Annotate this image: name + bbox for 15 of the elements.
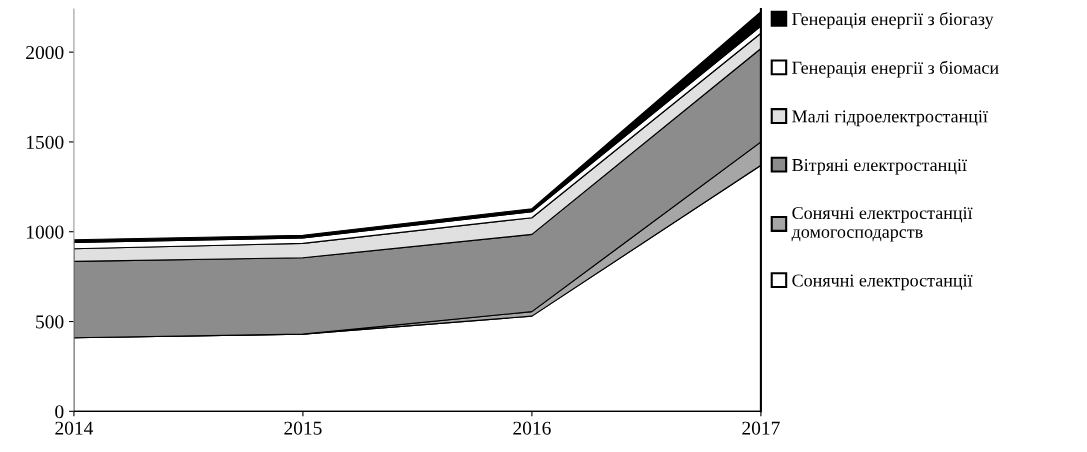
- x-tick-label: 2017: [742, 421, 780, 435]
- legend-label: Генерація енергії з біомаси: [792, 60, 999, 78]
- y-tick-label: 2000: [26, 45, 64, 60]
- y-tick-label: 500: [36, 315, 64, 329]
- x-tick-label: 2014: [55, 421, 94, 435]
- y-tick-label: 0: [55, 405, 64, 419]
- legend-label: Вітряні електростанції: [792, 158, 967, 175]
- y-tick-label: 1500: [27, 135, 64, 149]
- x-tick-label: 2016: [513, 421, 551, 435]
- legend-label: Генерація енергії з біогазу: [792, 12, 994, 29]
- x-tick-label: 2015: [284, 421, 322, 435]
- legend-label: Сонячні електростанції домогосподарств: [791, 206, 973, 242]
- legend-label: Сонячні електростанції: [792, 274, 973, 291]
- legend-label: Малі гідроелектростанції: [792, 110, 988, 127]
- y-tick-label: 1000: [27, 225, 64, 239]
